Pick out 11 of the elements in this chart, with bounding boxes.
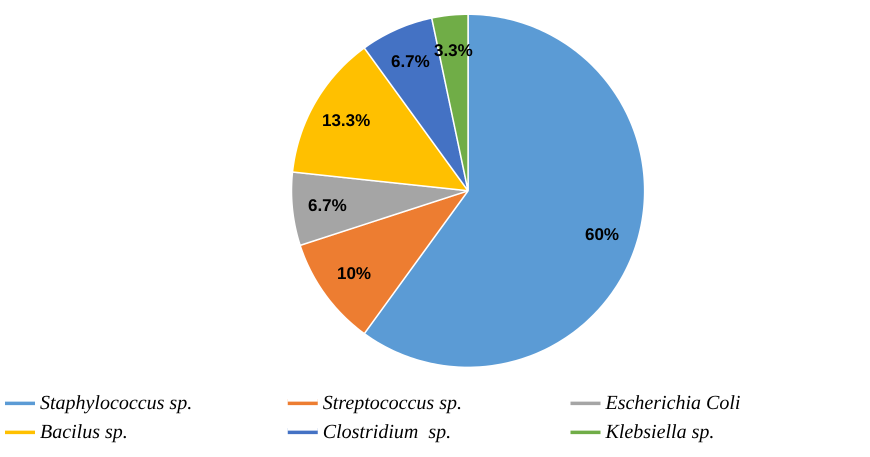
legend-label: Escherichia Coli — [604, 392, 740, 414]
data-label: 10% — [337, 264, 372, 283]
legend-label: Streptococcus sp. — [322, 392, 462, 414]
data-label: 60% — [585, 225, 620, 244]
data-label: 6.7% — [391, 52, 430, 71]
data-label: 6.7% — [308, 196, 347, 215]
legend-label: Klebsiella sp. — [604, 420, 714, 443]
legend-label: Staphylococcus sp. — [40, 392, 192, 414]
legend-label: Clostridium sp. — [322, 420, 452, 443]
legend-label: Bacilus sp. — [40, 420, 128, 443]
data-label: 13.3% — [322, 111, 370, 130]
